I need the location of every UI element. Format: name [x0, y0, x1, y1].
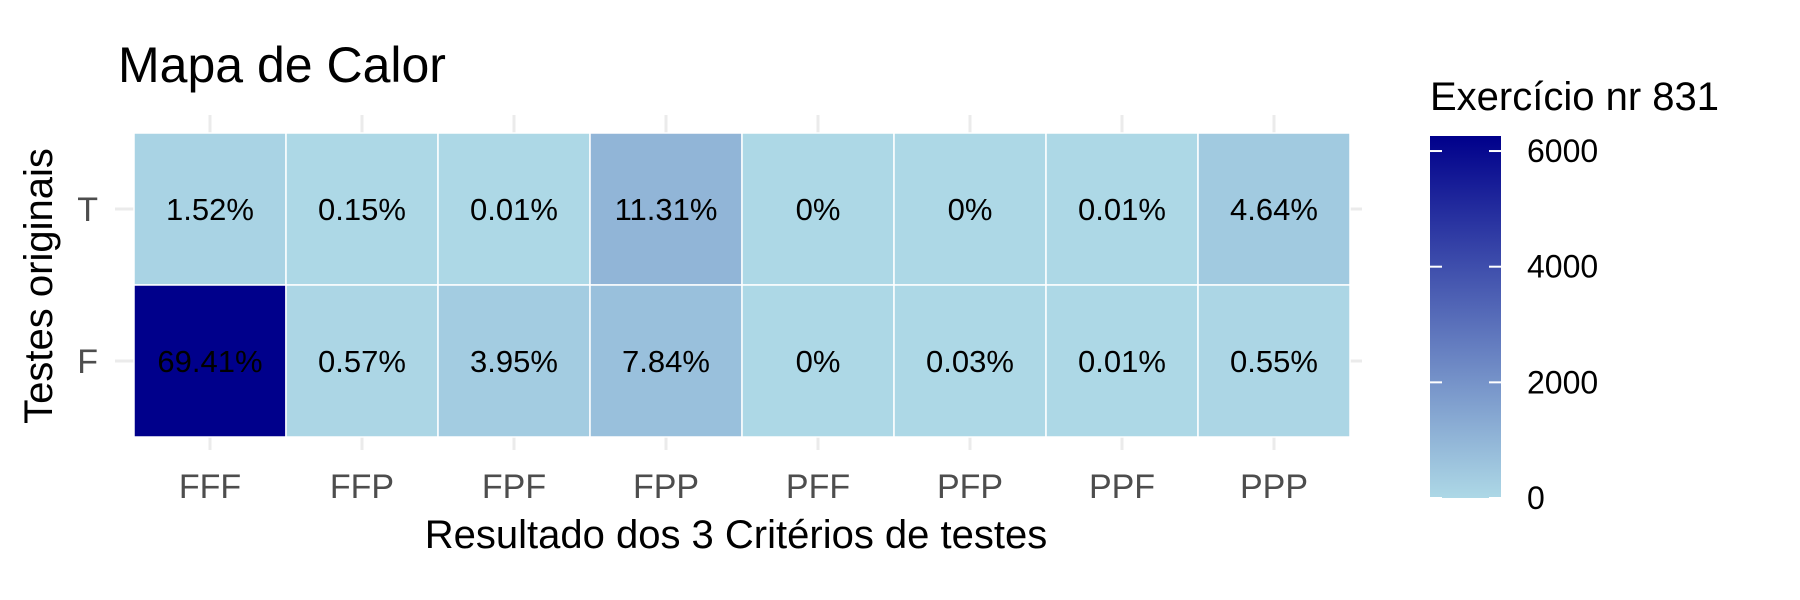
heatmap-cell	[741, 284, 895, 438]
cell-label: 0%	[796, 344, 841, 379]
x-axis-title: Resultado dos 3 Critérios de testes	[425, 513, 1048, 557]
cell-label: 0.01%	[470, 192, 558, 227]
cell-label: 0.01%	[1078, 192, 1166, 227]
legend-tick-label: 0	[1527, 480, 1545, 516]
x-tick-label: FPP	[633, 468, 699, 506]
cell-label: 4.64%	[1230, 192, 1318, 227]
heatmap-cell	[741, 132, 895, 286]
x-tick-label: PPF	[1089, 468, 1155, 506]
cell-label: 0.15%	[318, 192, 406, 227]
y-axis-ticks: TF	[77, 191, 98, 381]
legend-ticks: 0 2000 4000 6000	[1430, 133, 1598, 516]
cell-label: 0.03%	[926, 344, 1014, 379]
cell-label: 1.52%	[166, 192, 254, 227]
x-tick-label: FFP	[330, 468, 394, 506]
heatmap-cell	[1197, 284, 1351, 438]
cell-label: 3.95%	[470, 344, 558, 379]
cell-label: 0.55%	[1230, 344, 1318, 379]
y-axis-title: Testes originais	[17, 148, 61, 424]
legend-title: Exercício nr 831	[1430, 75, 1719, 119]
heatmap-cells	[133, 132, 1351, 438]
heatmap-cell	[893, 132, 1047, 286]
x-tick-label: PFF	[786, 468, 850, 506]
heatmap-cell	[285, 284, 439, 438]
y-tick-label: T	[77, 191, 98, 229]
heatmap-cell	[437, 284, 591, 438]
chart-title: Mapa de Calor	[118, 37, 446, 93]
cell-labels: 1.52% 0.15% 0.01% 11.31% 0% 0% 0.01% 4.64% 69.41…	[157, 192, 1318, 379]
cell-label: 0%	[948, 192, 993, 227]
heatmap-cell	[893, 284, 1047, 438]
y-tick-label: F	[77, 343, 98, 381]
cell-label: 0%	[796, 192, 841, 227]
cell-label: 0.57%	[318, 344, 406, 379]
heatmap-cell	[589, 284, 743, 438]
legend-tick-label: 2000	[1527, 364, 1598, 400]
cell-label: 11.31%	[615, 192, 718, 227]
legend-tick-label: 6000	[1527, 133, 1598, 169]
heatmap-cell	[1197, 132, 1351, 286]
color-legend: Exercício nr 831 0 2000 4000 6000	[1430, 75, 1719, 516]
legend-colorbar	[1430, 136, 1501, 498]
x-tick-label: PFP	[937, 468, 1003, 506]
cell-label: 0.01%	[1078, 344, 1166, 379]
x-tick-label: PPP	[1240, 468, 1308, 506]
heatmap-cell	[133, 284, 287, 438]
heatmap-cell	[285, 132, 439, 286]
heatmap-cell	[1045, 132, 1199, 286]
cell-label: 69.41%	[157, 344, 262, 379]
x-tick-label: FPF	[482, 468, 546, 506]
cell-label: 7.84%	[622, 344, 710, 379]
heatmap-cell	[1045, 284, 1199, 438]
legend-tick-label: 4000	[1527, 249, 1598, 285]
heatmap-cell	[589, 132, 743, 286]
x-tick-label: FFF	[179, 468, 241, 506]
x-axis-ticks: FFF FFP FPF FPP PFF PFP PPF PPP	[179, 468, 1308, 506]
